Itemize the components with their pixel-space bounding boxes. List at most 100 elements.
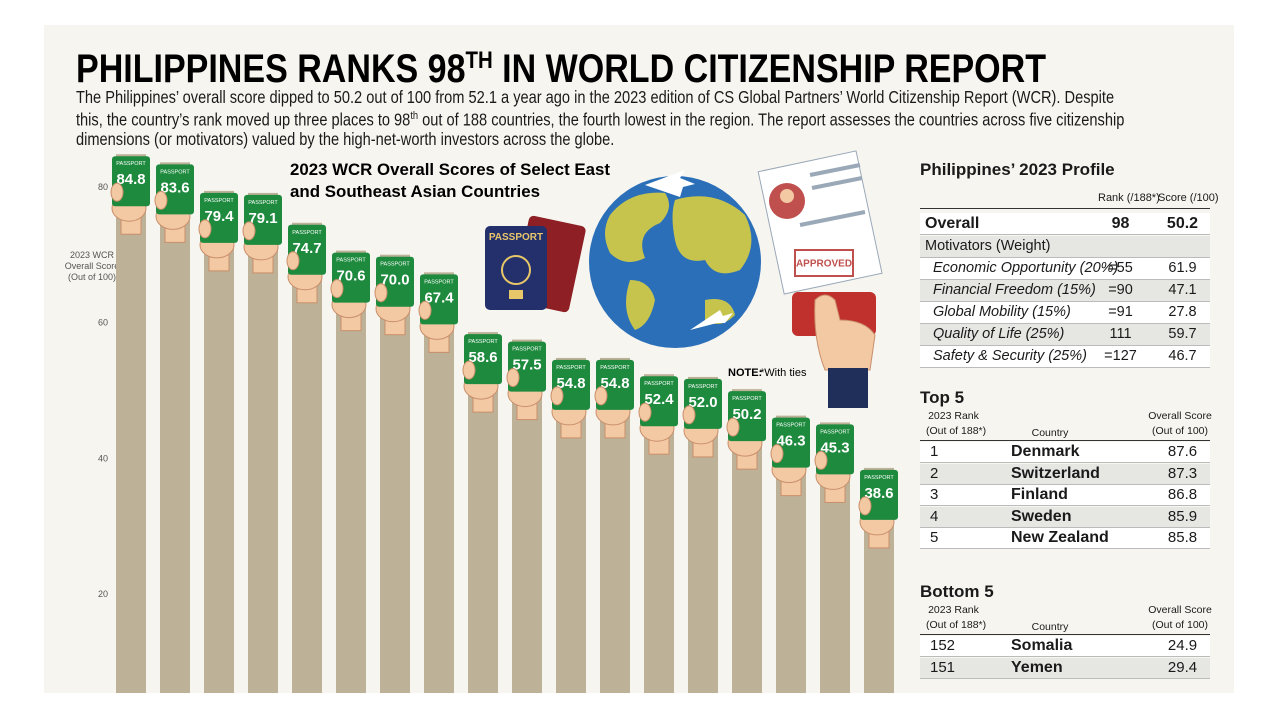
table-row: [920, 258, 1210, 280]
passport-label: PASSPORT: [600, 365, 630, 371]
table-cell: Economic Opportunity (20%): [933, 260, 1119, 276]
table-cell: New Zealand: [1011, 529, 1109, 547]
passport-label: PASSPORT: [380, 262, 410, 268]
passport-label: PASSPORT: [336, 258, 366, 264]
table-cell: 5: [930, 529, 939, 547]
intro-sup: th: [410, 110, 419, 122]
intro-text: The Philippines’ overall score dipped to…: [76, 87, 1115, 130]
passport-label: PASSPORT: [776, 423, 806, 429]
y-axis-label: (Out of 100): [68, 272, 116, 282]
table-cell: 29.4: [1167, 658, 1198, 676]
table-cell: 3: [930, 486, 939, 504]
column-header: (Out of 188*): [926, 425, 987, 437]
passport-label: PASSPORT: [512, 347, 542, 353]
value-label: 38.6: [865, 485, 894, 502]
table-row: [920, 346, 1210, 368]
table-row: [920, 636, 1210, 657]
table-cell: Finland: [1011, 486, 1068, 504]
table-cell: =127: [1104, 348, 1137, 364]
thumb: [506, 368, 520, 388]
thumb: [242, 221, 256, 241]
passport-text: PASSPORT: [489, 232, 543, 243]
title-main: PHILIPPINES RANKS 98: [76, 47, 466, 91]
bar: [160, 162, 190, 693]
value-label: 57.5: [513, 357, 542, 374]
column-header: Country: [1031, 621, 1069, 633]
passport-label: PASSPORT: [116, 161, 146, 167]
table-cell: 47.1: [1168, 282, 1197, 298]
y-tick-label: 80: [98, 182, 108, 192]
table-cell: 27.8: [1168, 304, 1197, 320]
table-row: [920, 463, 1210, 485]
rule: [920, 634, 1210, 635]
table-row: [920, 442, 1210, 463]
thumb: [330, 279, 344, 299]
thumb: [814, 450, 828, 470]
y-tick-label: 20: [98, 589, 108, 599]
thumb: [858, 496, 872, 516]
passport-label: PASSPORT: [556, 365, 586, 371]
passport-label: PASSPORT: [864, 475, 894, 481]
column-header: Overall Score: [1148, 604, 1212, 616]
thumb: [682, 405, 696, 425]
table-cell: 85.8: [1167, 529, 1198, 547]
rule: [920, 208, 1210, 209]
column-header: (Out of 100): [1151, 619, 1209, 631]
table-row: [920, 302, 1210, 324]
value-label: 84.8: [117, 171, 146, 188]
value-label: 67.4: [425, 289, 455, 306]
value-label: 70.6: [337, 268, 366, 285]
table-cell: 50.2: [1166, 215, 1199, 232]
bar: [116, 154, 146, 693]
note-label: NOTE:: [728, 367, 762, 379]
table-row: [920, 657, 1210, 679]
column-header: Score (/100): [1158, 192, 1219, 204]
rule: [920, 440, 1210, 441]
table-cell: Sweden: [1011, 507, 1072, 525]
value-label: 46.3: [777, 433, 806, 450]
passport-label: PASSPORT: [248, 200, 278, 206]
thumb: [154, 190, 168, 210]
table-cell: =55: [1108, 260, 1133, 276]
table-cell: 24.9: [1167, 637, 1198, 654]
passport-illustration: PASSPORT: [485, 215, 586, 313]
intro-text: out of 188 countries, the fourth lowest …: [76, 109, 1125, 149]
table-cell: 152: [930, 637, 956, 654]
passport-label: PASSPORT: [688, 384, 718, 390]
title-end: IN WORLD CITIZENSHIP REPORT: [493, 47, 1046, 91]
table-cell: Switzerland: [1011, 464, 1100, 482]
globe: [589, 170, 761, 348]
intro: The Philippines’ overall score dipped to…: [76, 88, 1134, 149]
column-header: Rank (/188*): [1098, 192, 1160, 204]
y-axis-label: 2023 WCR: [70, 250, 115, 260]
table-cell: 111: [1109, 326, 1132, 342]
chart-title: and Southeast Asian Countries: [290, 182, 540, 201]
passport-label: PASSPORT: [468, 339, 498, 345]
thumb: [550, 386, 564, 406]
value-label: 79.4: [205, 208, 235, 225]
passport-label: PASSPORT: [820, 429, 850, 435]
table-cell: Overall: [925, 215, 980, 232]
thumb: [594, 386, 608, 406]
thumb: [286, 251, 300, 271]
value-label: 79.1: [249, 210, 278, 227]
table-title: Bottom 5: [920, 582, 994, 601]
thumb: [198, 219, 212, 239]
table-cell: Quality of Life (25%): [933, 326, 1065, 342]
value-label: 58.6: [469, 349, 498, 366]
table-cell: 85.9: [1167, 507, 1198, 525]
table-cell: =90: [1108, 282, 1133, 298]
table-row: [920, 506, 1210, 528]
table-title: Top 5: [920, 388, 965, 407]
bar: [204, 190, 234, 693]
table-cell: 4: [930, 507, 939, 525]
table-cell: 86.8: [1167, 486, 1198, 504]
table-cell: Motivators (Weight): [925, 238, 1051, 254]
value-label: 50.2: [733, 406, 762, 423]
chart-title: 2023 WCR Overall Scores of Select East: [290, 160, 610, 179]
title-sup: TH: [466, 47, 493, 74]
column-header: 2023 Rank: [928, 410, 979, 422]
table-cell: Global Mobility (15%): [933, 304, 1071, 320]
column-header: (Out of 100): [1151, 425, 1209, 437]
